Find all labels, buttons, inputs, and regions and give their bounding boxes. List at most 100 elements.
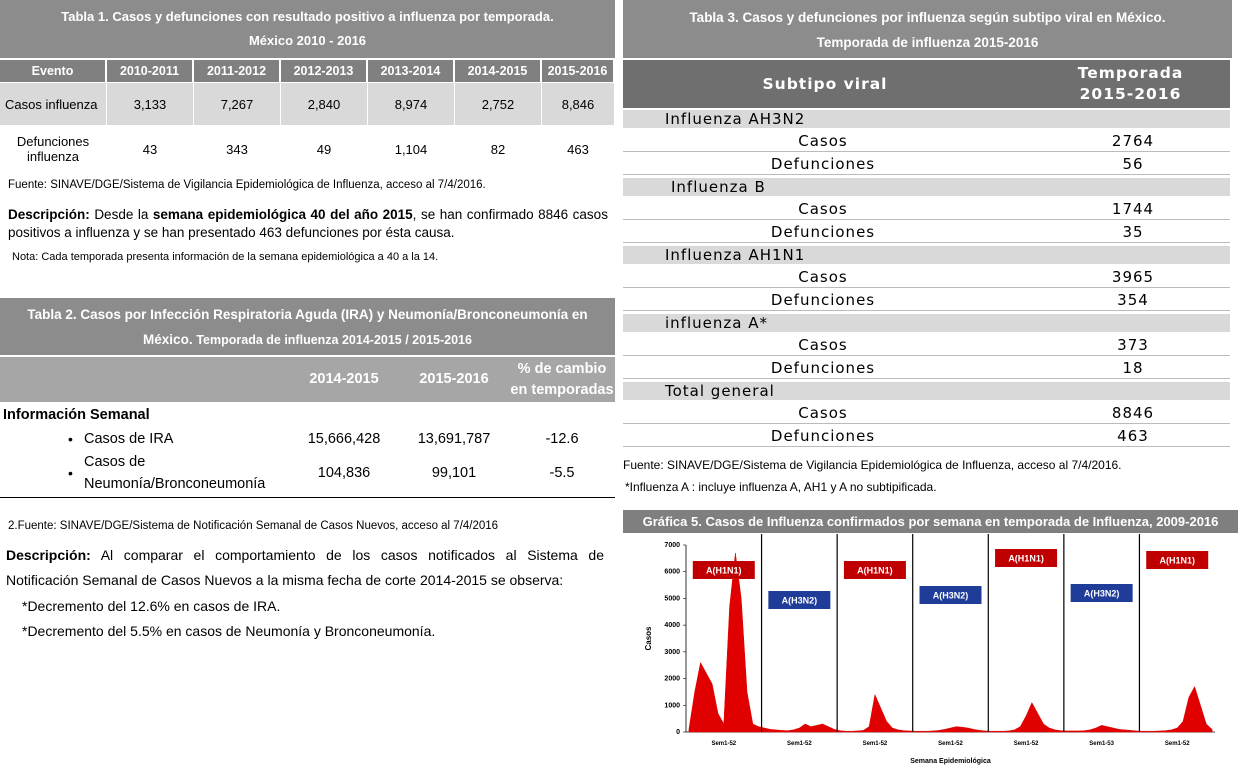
- cell: 343: [194, 125, 281, 172]
- cell: Defunciones: [770, 427, 876, 445]
- cell: 8,846: [542, 82, 615, 125]
- title-part: Temporada de influenza 2014-2015 / 2015-…: [196, 333, 472, 347]
- title-line: Tabla 2. Casos por Infección Respiratori…: [27, 307, 588, 322]
- x-tick-label: Sem1-52: [1014, 741, 1039, 747]
- title-line: Tabla 3. Casos y defunciones por influen…: [689, 10, 1166, 25]
- cell: 3965: [1111, 268, 1155, 286]
- cell: 49: [281, 125, 368, 172]
- cell: 2764: [1111, 132, 1155, 150]
- title-part: México.: [143, 332, 193, 347]
- section-label: Información Semanal: [3, 407, 150, 423]
- row-line: [623, 446, 1230, 447]
- cell: -12.6: [545, 430, 579, 447]
- cell: Casos de IRA: [84, 430, 174, 447]
- cell: Casos: [798, 132, 848, 150]
- y-axis-title: Casos: [644, 626, 653, 651]
- x-axis-title: Semana Epidemiológica: [910, 758, 991, 765]
- group-row: Total general: [623, 382, 1230, 400]
- group-row: influenza A*: [623, 314, 1230, 332]
- annotation-box: [995, 549, 1058, 567]
- title-line: México. Temporada de influenza 2014-2015…: [0, 327, 615, 353]
- x-tick-label: Sem1-52: [863, 741, 888, 747]
- cell: Defunciones: [770, 155, 876, 173]
- cell: Defunciones: [770, 359, 876, 377]
- y-tick-label: 1000: [664, 702, 680, 709]
- cell: Casos de Neumonía/Bronconeumonía: [84, 454, 266, 492]
- title-line: Tabla 1. Casos y defunciones con resulta…: [61, 9, 554, 24]
- area: [688, 552, 1213, 733]
- source: Fuente: SINAVE/DGE/Sistema de Vigilancia…: [623, 458, 1122, 472]
- group-row: Influenza B: [623, 178, 1230, 196]
- x-tick-label: Sem1-52: [938, 741, 963, 747]
- y-tick-label: 0: [676, 729, 680, 736]
- title-line: México 2010 - 2016: [248, 33, 367, 48]
- y-tick-label: 2000: [664, 676, 680, 683]
- bold-text: semana epidemiológica 40 del año 2015: [152, 207, 413, 222]
- y-tick-label: 3000: [664, 649, 680, 656]
- header-band: [623, 60, 1230, 108]
- cell: Casos: [798, 336, 848, 354]
- cell: Defunciones: [770, 223, 876, 241]
- cell: Casos: [798, 200, 848, 218]
- chart: 0 1000 2000 3000 4000 5000 6000 7000 Casos Semana…: [644, 534, 1215, 765]
- label: Descripción:: [8, 207, 90, 222]
- text: Desde la: [94, 207, 149, 222]
- cell: 7,267: [194, 82, 281, 125]
- header-cell: 2013-2014: [368, 60, 455, 82]
- table2-title: Tabla 2. Casos por Infección Respiratori…: [0, 298, 615, 355]
- header-cell: 2015-2016: [542, 60, 615, 82]
- cell: 56: [1122, 155, 1144, 173]
- cell: 35: [1122, 223, 1144, 241]
- cell: 2,752: [455, 82, 542, 125]
- description: Descripción: Desde la semana epidemiológ…: [8, 206, 608, 242]
- cell: 1,104: [368, 125, 455, 172]
- bullet-dot: •: [68, 430, 73, 447]
- text: , se han confirmado 8846 casos positivos…: [8, 207, 608, 240]
- cell: 354: [1117, 291, 1149, 309]
- x-tick-label: Sem1-53: [1089, 741, 1114, 747]
- cell: Defunciones: [770, 291, 876, 309]
- annotation-box: [692, 561, 755, 579]
- header-cell: 2014-2015: [455, 60, 542, 82]
- bullets: *Decremento del 12.6% en casos de IRA. *…: [22, 594, 435, 644]
- cell: 43: [107, 125, 194, 172]
- row-line: [623, 423, 1230, 424]
- group-row: Influenza AH3N2: [623, 110, 1230, 128]
- cell: 13,691,787: [417, 430, 491, 447]
- annotation-box: [843, 561, 906, 579]
- chart-title: Gráfica 5. Casos de Influenza confirmado…: [623, 510, 1238, 533]
- row-line: [623, 174, 1230, 175]
- annotation-box: [919, 586, 982, 604]
- row-line: [623, 287, 1230, 288]
- cell: 463: [542, 125, 615, 172]
- row-line: [623, 151, 1230, 152]
- cell: Casos influenza: [0, 82, 107, 125]
- annotation-box: [1146, 551, 1209, 569]
- table3: Subtipo viral Temporada 2015-2016 Influenz…: [623, 60, 1230, 448]
- annotation: A(H3N2): [782, 596, 818, 606]
- y-tick-label: 5000: [664, 595, 680, 602]
- cell: 104,836: [317, 465, 371, 481]
- label: Descripción:: [6, 547, 91, 563]
- header-cell: 2011-2012: [194, 60, 281, 82]
- cell: -5.5: [549, 465, 575, 481]
- description: Descripción: Al comparar el comportamien…: [6, 543, 604, 593]
- x-tick-label: Sem1-52: [711, 741, 736, 747]
- annotation: A(H1N1): [857, 566, 893, 576]
- bullet: *Decremento del 5.5% en casos de Neumoní…: [22, 623, 436, 639]
- cell: 82: [455, 125, 542, 172]
- header-cell: Subtipo viral: [762, 75, 888, 93]
- cell: 99,101: [431, 465, 477, 481]
- row-line: [623, 219, 1230, 220]
- header-cell: Temporada 2015-2016: [1077, 64, 1184, 103]
- cell: 1744: [1111, 200, 1155, 218]
- cell: 18: [1122, 359, 1144, 377]
- header-cell: 2014-2015: [309, 371, 379, 387]
- table2: 2014-2015 2015-2016 % de cambio en tempora…: [0, 357, 615, 498]
- cell: 3,133: [107, 82, 194, 125]
- annotation: A(H1N1): [706, 566, 742, 576]
- bullet: *Decremento del 12.6% en casos de IRA.: [22, 598, 281, 614]
- row-line: [623, 378, 1230, 379]
- row-line: [623, 242, 1230, 243]
